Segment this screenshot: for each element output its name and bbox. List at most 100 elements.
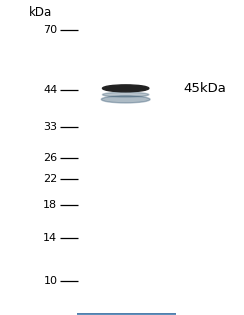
Bar [77,313,176,314]
Bar [77,313,176,315]
Bar [77,313,176,315]
Bar [77,313,176,314]
Bar [77,313,176,314]
Bar [77,313,176,315]
Bar [77,313,176,314]
Bar [77,313,176,315]
Bar [77,313,176,314]
Bar [77,313,176,314]
Text: 14: 14 [43,233,57,243]
Bar [77,313,176,315]
Bar [77,313,176,315]
Bar [77,313,176,314]
Bar [77,313,176,314]
Bar [77,313,176,315]
Bar [77,313,176,314]
Bar [77,313,176,314]
Bar [77,313,176,314]
Bar [77,313,176,314]
Bar [77,313,176,315]
Bar [77,313,176,314]
Bar [77,313,176,314]
Bar [77,313,176,315]
Bar [77,313,176,315]
Bar [77,313,176,314]
Bar [77,313,176,315]
Bar [77,313,176,315]
Bar [77,313,176,314]
Bar [77,312,176,314]
Bar [77,313,176,314]
Bar [77,314,176,315]
Bar [77,313,176,315]
Bar [77,313,176,314]
Bar [77,313,176,314]
Bar [77,313,176,314]
Text: 10: 10 [43,276,57,286]
Text: kDa: kDa [29,6,52,19]
Bar [77,313,176,315]
Bar [77,313,176,314]
Bar [77,313,176,315]
Bar [77,313,176,315]
Bar [77,313,176,314]
Bar [77,313,176,314]
Bar [77,314,176,315]
Bar [77,313,176,314]
Bar [77,313,176,315]
Bar [77,313,176,315]
Bar [77,313,176,314]
Bar [77,313,176,315]
Bar [77,313,176,314]
Bar [77,313,176,315]
Bar [77,313,176,314]
Bar [77,312,176,314]
Bar [77,313,176,314]
Bar [77,312,176,314]
Bar [77,313,176,315]
Bar [77,313,176,314]
Bar [77,313,176,315]
Bar [77,314,176,315]
Ellipse shape [102,85,149,92]
Bar [77,313,176,314]
Bar [77,313,176,315]
Bar [77,313,176,314]
Bar [77,313,176,314]
Bar [77,313,176,315]
Bar [77,313,176,314]
Bar [77,313,176,314]
Bar [77,313,176,314]
Bar [77,313,176,315]
Bar [77,312,176,314]
Bar [77,313,176,315]
Bar [77,313,176,315]
Bar [77,313,176,314]
Bar [77,313,176,315]
Bar [77,314,176,315]
Bar [77,313,176,315]
Bar [77,313,176,314]
Bar [77,313,176,314]
Bar [77,313,176,314]
Bar [77,313,176,315]
Bar [77,312,176,314]
Bar [77,313,176,314]
Bar [77,314,176,315]
Bar [77,313,176,314]
Text: 22: 22 [43,175,57,185]
Bar [77,313,176,314]
Bar [77,313,176,314]
Bar [77,313,176,315]
Bar [77,313,176,314]
Bar [77,313,176,314]
Bar [77,313,176,315]
Bar [77,313,176,314]
Bar [77,313,176,314]
Bar [77,313,176,314]
Bar [77,313,176,314]
Bar [77,313,176,314]
Bar [77,313,176,315]
Bar [77,313,176,314]
Bar [77,313,176,315]
